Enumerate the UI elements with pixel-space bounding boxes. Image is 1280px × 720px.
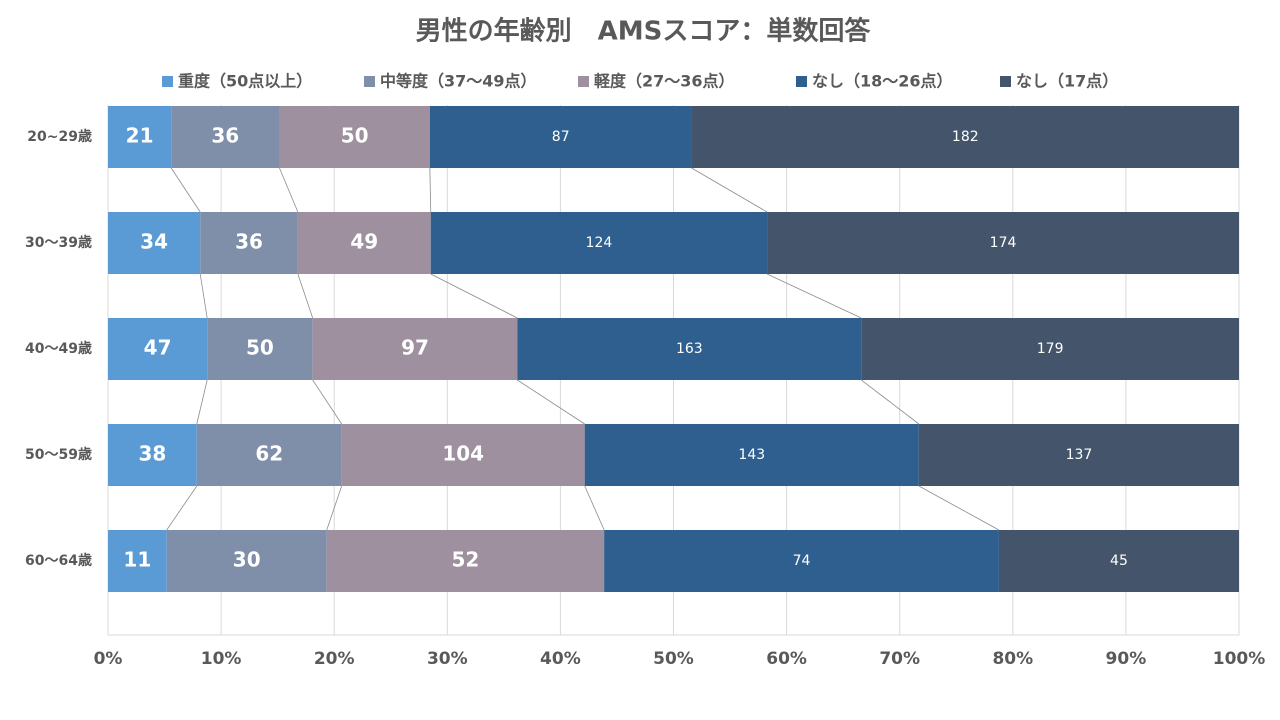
legend-label: 重度（50点以上）	[178, 72, 312, 91]
data-label: 104	[442, 442, 484, 466]
series-line	[196, 379, 208, 425]
bar-segment	[108, 318, 208, 380]
data-label: 137	[1066, 447, 1093, 463]
data-label: 163	[676, 341, 703, 357]
x-tick-label: 70%	[879, 649, 920, 669]
data-label: 34	[140, 230, 168, 254]
data-label: 52	[452, 548, 480, 572]
data-label: 11	[123, 548, 151, 572]
y-tick-label: 60～64歳	[25, 552, 92, 569]
bar-segment	[171, 106, 280, 168]
data-label: 50	[246, 336, 274, 360]
legend-swatch	[578, 76, 589, 87]
series-line	[861, 379, 920, 425]
data-label: 62	[255, 442, 283, 466]
x-tick-label: 0%	[94, 649, 123, 669]
data-label: 38	[138, 442, 166, 466]
bar-segment	[517, 318, 862, 380]
data-label: 21	[126, 124, 154, 148]
bar-segment	[326, 530, 605, 592]
bar-segment	[918, 424, 1239, 486]
legend-label: なし（17点）	[1016, 72, 1118, 91]
chart-title: 男性の年齢別 AMSスコア：単数回答	[416, 16, 872, 47]
data-label: 45	[1110, 553, 1128, 569]
data-label: 36	[211, 124, 239, 148]
legend-label: 中等度（37～49点）	[380, 72, 537, 91]
bar-segment	[200, 212, 298, 274]
bar-segment	[584, 424, 919, 486]
bar-segment	[196, 424, 342, 486]
legend-label: なし（18～26点）	[812, 72, 953, 91]
bar-segment	[166, 530, 327, 592]
data-label: 124	[586, 235, 613, 251]
bar-segment	[691, 106, 1239, 168]
data-label: 74	[793, 553, 811, 569]
bar-segment	[108, 106, 172, 168]
series-line	[517, 379, 585, 425]
data-label: 87	[552, 129, 570, 145]
series-line	[170, 167, 201, 213]
bar-segment	[108, 424, 197, 486]
legend-swatch	[364, 76, 375, 87]
series-line	[199, 273, 208, 319]
data-label: 182	[952, 129, 979, 145]
data-label: 97	[401, 336, 429, 360]
data-label: 36	[235, 230, 263, 254]
data-label: 47	[144, 336, 172, 360]
y-tick-label: 20~29歳	[27, 128, 92, 145]
x-tick-label: 20%	[314, 649, 355, 669]
series-line	[691, 167, 768, 213]
series-line	[766, 273, 862, 319]
x-tick-label: 80%	[992, 649, 1033, 669]
bar-segment	[312, 318, 518, 380]
data-label: 49	[350, 230, 378, 254]
bar-segment	[341, 424, 585, 486]
data-label: 30	[233, 548, 261, 572]
data-label: 50	[341, 124, 369, 148]
x-tick-label: 10%	[201, 649, 242, 669]
series-line	[297, 273, 314, 319]
bar-segment	[108, 530, 167, 592]
bar-segment	[767, 212, 1239, 274]
legend-label: 軽度（27～36点）	[594, 72, 735, 91]
y-tick-label: 40～49歳	[25, 340, 92, 357]
bar-segment	[297, 212, 431, 274]
bar-segment	[207, 318, 313, 380]
series-line	[584, 485, 605, 531]
series-line	[326, 485, 343, 531]
series-line	[429, 167, 432, 213]
bar-segment	[861, 318, 1239, 380]
legend-swatch	[1000, 76, 1011, 87]
bar-segment	[429, 106, 692, 168]
y-tick-label: 30～39歳	[25, 234, 92, 251]
data-label: 143	[738, 447, 765, 463]
bar-segment	[604, 530, 999, 592]
legend-swatch	[796, 76, 807, 87]
data-label: 174	[990, 235, 1017, 251]
x-tick-label: 40%	[540, 649, 581, 669]
series-line	[279, 167, 299, 213]
x-tick-label: 50%	[653, 649, 694, 669]
data-label: 179	[1037, 341, 1064, 357]
x-tick-label: 90%	[1106, 649, 1147, 669]
bar-segment	[279, 106, 430, 168]
bar-segment	[998, 530, 1239, 592]
x-tick-label: 30%	[427, 649, 468, 669]
series-line	[430, 273, 518, 319]
x-tick-label: 100%	[1213, 649, 1266, 669]
legend-swatch	[162, 76, 173, 87]
series-line	[312, 379, 343, 425]
bar-segment	[430, 212, 768, 274]
x-tick-label: 60%	[766, 649, 807, 669]
series-line	[918, 485, 1000, 531]
series-line	[166, 485, 198, 531]
y-tick-label: 50～59歳	[25, 446, 92, 463]
bar-segment	[108, 212, 201, 274]
